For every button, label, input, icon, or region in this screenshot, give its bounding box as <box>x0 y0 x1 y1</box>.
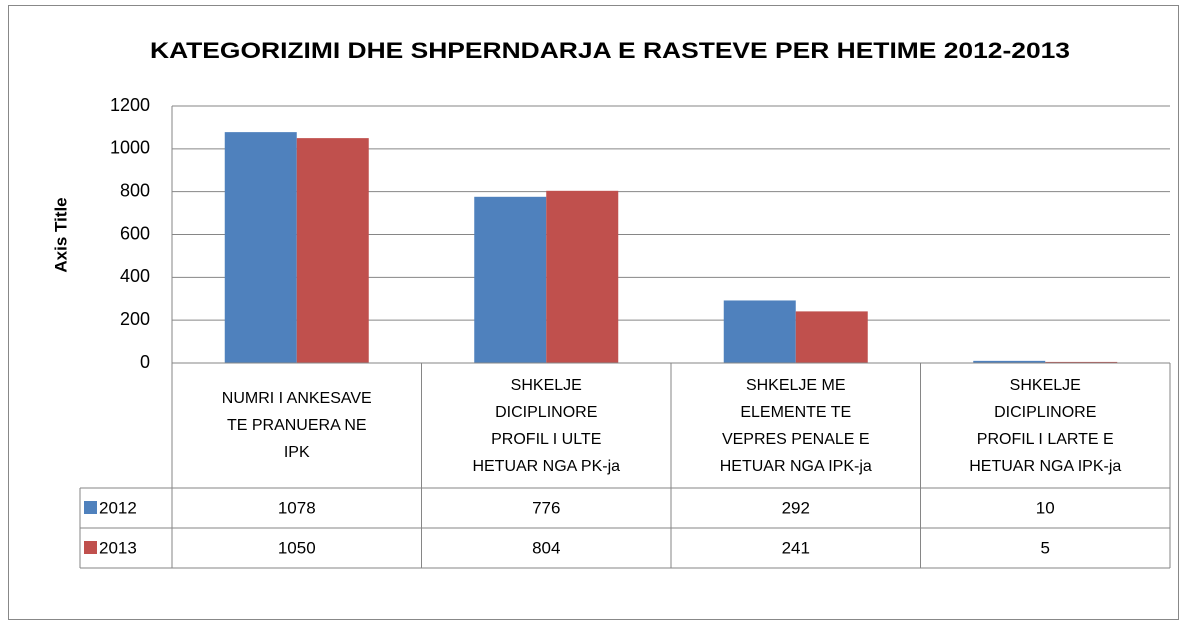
bar <box>474 196 547 363</box>
legend-label: 2013 <box>99 538 137 557</box>
y-tick-label: 600 <box>120 223 150 243</box>
y-tick-label: 400 <box>120 266 150 286</box>
table-value: 776 <box>532 498 560 517</box>
y-tick-label: 200 <box>120 309 150 329</box>
x-tick-label: SHKELJE ME ELEMENTE TE VEPRES PENALE E H… <box>719 376 872 475</box>
bar <box>973 360 1046 363</box>
y-tick-label: 0 <box>140 352 150 372</box>
table-value: 292 <box>782 498 810 517</box>
bar <box>1045 361 1118 363</box>
x-tick-label: SHKELJE DICIPLINORE PROFIL I LARTE E HET… <box>969 376 1122 475</box>
legend-label: 2012 <box>99 498 137 517</box>
table-value: 1078 <box>278 498 316 517</box>
bar <box>723 300 796 363</box>
table-value: 241 <box>782 538 810 557</box>
table-value: 1050 <box>278 538 316 557</box>
y-axis-title: Axis Title <box>51 197 70 272</box>
y-tick-label: 800 <box>120 180 150 200</box>
table-value: 804 <box>532 538 560 557</box>
legend-key <box>84 501 97 514</box>
bar <box>546 190 619 363</box>
table-value: 10 <box>1036 498 1055 517</box>
bar <box>296 138 369 363</box>
x-tick-label: SHKELJE DICIPLINORE PROFIL I ULTE HETUAR… <box>472 376 621 475</box>
bar <box>224 132 297 363</box>
y-tick-label: 1200 <box>110 95 150 115</box>
chart-title: KATEGORIZIMI DHE SHPERNDARJA E RASTEVE P… <box>150 38 1070 63</box>
y-tick-label: 1000 <box>110 138 150 158</box>
bar <box>795 311 868 363</box>
legend-key <box>84 541 97 554</box>
x-tick-label: NUMRI I ANKESAVE TE PRANUERA NE IPK <box>221 390 372 461</box>
table-value: 5 <box>1041 538 1050 557</box>
